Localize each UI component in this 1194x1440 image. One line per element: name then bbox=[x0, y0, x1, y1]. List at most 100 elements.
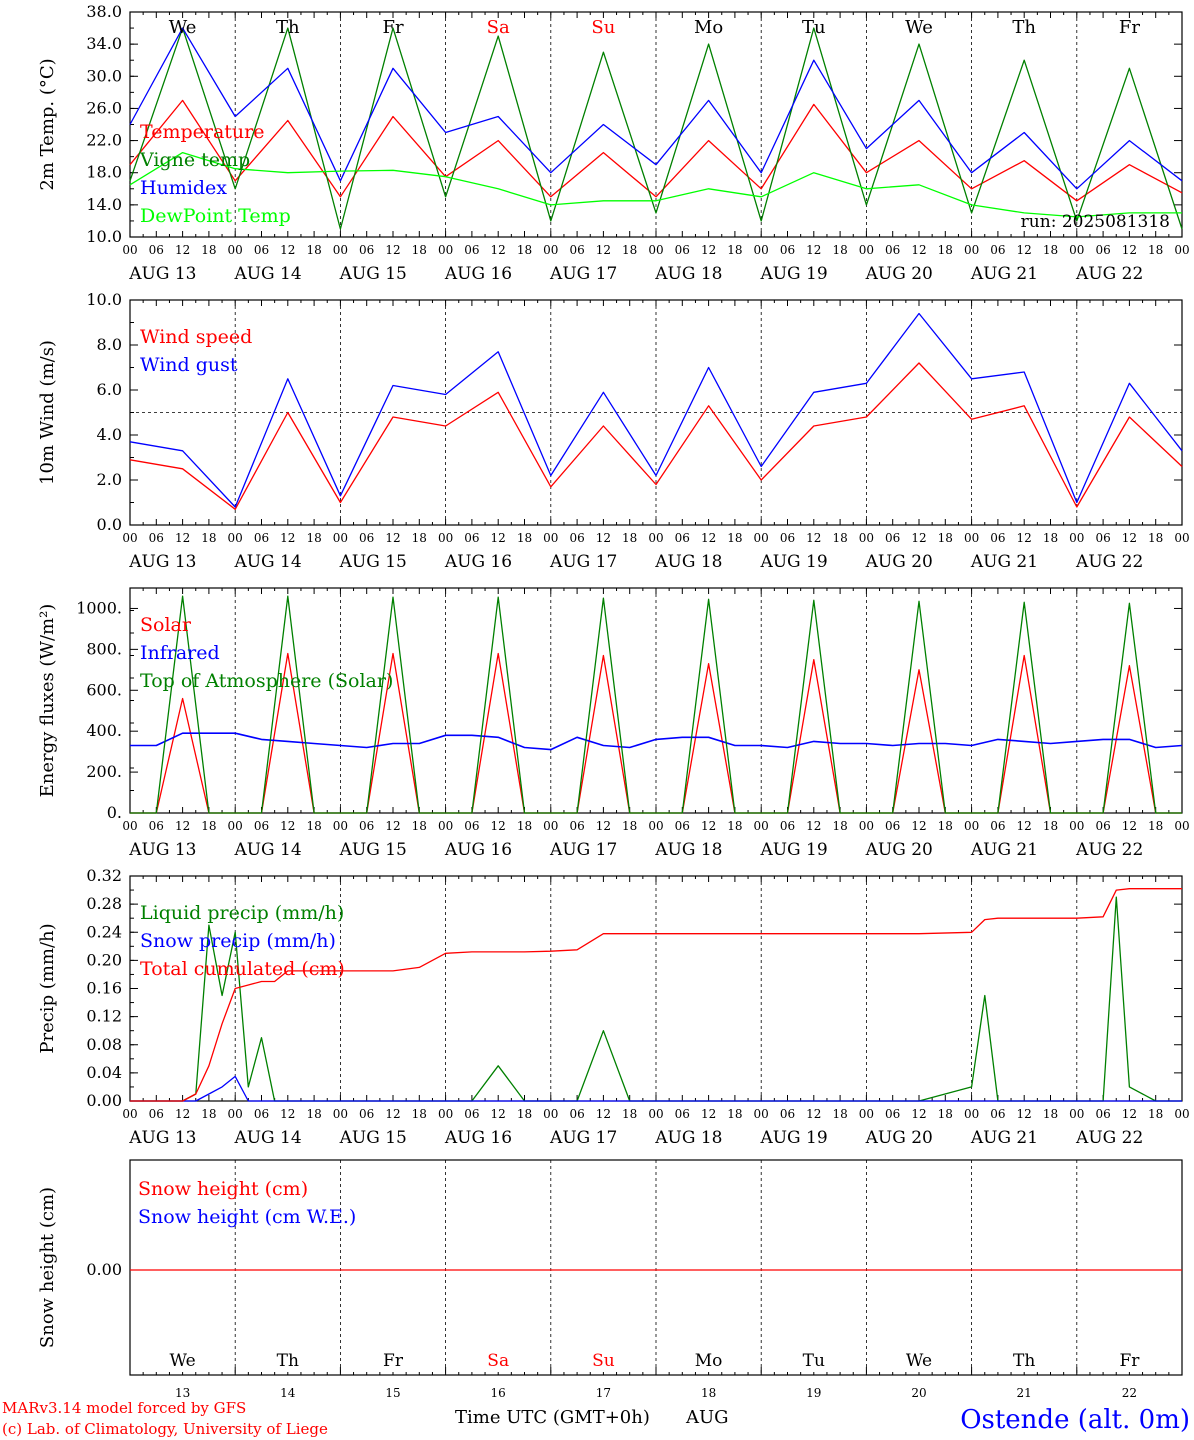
hour-tick-label: 18 bbox=[306, 819, 321, 833]
series-line-temperature bbox=[129, 99, 1183, 202]
date-number: 22 bbox=[1122, 1386, 1137, 1400]
hour-tick-label: 12 bbox=[491, 819, 506, 833]
legend-entry: Vigne temp bbox=[139, 149, 250, 171]
hour-tick-label: 00 bbox=[964, 819, 979, 833]
date-label: AUG 13 bbox=[128, 552, 196, 572]
hour-tick-label: 18 bbox=[622, 531, 637, 545]
hour-tick-label: 12 bbox=[1017, 819, 1032, 833]
hour-tick-label: 12 bbox=[280, 1107, 295, 1121]
hour-tick-label: 18 bbox=[622, 243, 637, 257]
hour-tick-label: 06 bbox=[675, 531, 690, 545]
day-name-bottom: Sa bbox=[487, 1351, 509, 1371]
hour-tick-label: 18 bbox=[517, 243, 532, 257]
hour-tick-label: 06 bbox=[780, 819, 795, 833]
hour-tick-label: 06 bbox=[149, 1107, 164, 1121]
hour-tick-label: 06 bbox=[1095, 819, 1110, 833]
date-label: AUG 20 bbox=[865, 840, 933, 860]
hour-tick-label: 00 bbox=[122, 1107, 137, 1121]
series-line-dewpoint-temp bbox=[129, 151, 1182, 218]
hour-tick-label: 12 bbox=[911, 531, 926, 545]
date-label: AUG 22 bbox=[1075, 264, 1143, 284]
hour-tick-label: 00 bbox=[333, 243, 348, 257]
y-tick-label: 4.0 bbox=[97, 425, 122, 444]
y-tick-label: 10.0 bbox=[86, 227, 122, 246]
hour-tick-label: 12 bbox=[596, 243, 611, 257]
y-tick-label: 0.04 bbox=[86, 1063, 122, 1082]
date-label: AUG 14 bbox=[233, 264, 301, 284]
hour-tick-label: 18 bbox=[201, 819, 216, 833]
date-label: AUG 17 bbox=[549, 552, 617, 572]
day-name-top: Th bbox=[1012, 17, 1036, 38]
y-tick-label: 2.0 bbox=[97, 470, 122, 489]
day-name-top: We bbox=[905, 17, 933, 38]
hour-tick-label: 00 bbox=[1069, 1107, 1084, 1121]
date-label: AUG 13 bbox=[128, 1128, 196, 1148]
hour-tick-label: 18 bbox=[832, 819, 847, 833]
date-label: AUG 20 bbox=[865, 264, 933, 284]
hour-tick-label: 06 bbox=[675, 243, 690, 257]
y-tick-label: 0.28 bbox=[86, 894, 122, 913]
series-line-wind-gust bbox=[129, 312, 1183, 508]
hour-tick-label: 06 bbox=[254, 1107, 269, 1121]
hour-tick-label: 06 bbox=[464, 819, 479, 833]
hour-tick-label: 12 bbox=[911, 1107, 926, 1121]
y-tick-label: 0.16 bbox=[86, 979, 122, 998]
hour-tick-label: 06 bbox=[780, 1107, 795, 1121]
legend-entry: Snow height (cm W.E.) bbox=[138, 1206, 356, 1228]
hour-tick-label: 00 bbox=[1174, 531, 1189, 545]
hour-tick-label: 00 bbox=[122, 819, 137, 833]
date-label: AUG 18 bbox=[654, 552, 722, 572]
hour-tick-label: 00 bbox=[1069, 243, 1084, 257]
hour-tick-label: 06 bbox=[569, 819, 584, 833]
hour-tick-label: 06 bbox=[359, 531, 374, 545]
plot-frame bbox=[129, 587, 1183, 814]
date-label: AUG 16 bbox=[444, 264, 512, 284]
hour-tick-label: 12 bbox=[911, 243, 926, 257]
hour-tick-label: 00 bbox=[648, 1107, 663, 1121]
hour-tick-label: 00 bbox=[1174, 819, 1189, 833]
hour-tick-label: 18 bbox=[938, 819, 953, 833]
hour-tick-label: 18 bbox=[1043, 819, 1058, 833]
hour-tick-label: 00 bbox=[1174, 1107, 1189, 1121]
y-tick-label: 0. bbox=[107, 803, 122, 822]
hour-tick-label: 12 bbox=[491, 243, 506, 257]
hour-tick-label: 00 bbox=[438, 1107, 453, 1121]
hour-tick-label: 18 bbox=[517, 531, 532, 545]
hour-tick-label: 12 bbox=[701, 531, 716, 545]
day-name-bottom: Fr bbox=[383, 1351, 404, 1371]
hour-tick-label: 12 bbox=[175, 1107, 190, 1121]
hour-tick-label: 18 bbox=[412, 1107, 427, 1121]
y-tick-label: 22.0 bbox=[86, 131, 122, 150]
hour-tick-label: 06 bbox=[885, 531, 900, 545]
hour-tick-label: 18 bbox=[938, 531, 953, 545]
hour-tick-label: 12 bbox=[806, 243, 821, 257]
hour-tick-label: 06 bbox=[359, 819, 374, 833]
date-label: AUG 21 bbox=[970, 552, 1038, 572]
y-axis-label: Precip (mm/h) bbox=[37, 923, 58, 1053]
hour-tick-label: 06 bbox=[569, 1107, 584, 1121]
hour-tick-label: 18 bbox=[201, 243, 216, 257]
hour-tick-label: 06 bbox=[254, 243, 269, 257]
day-name-bottom: Tu bbox=[803, 1351, 825, 1371]
hour-tick-label: 06 bbox=[990, 243, 1005, 257]
hour-tick-label: 12 bbox=[1122, 243, 1137, 257]
y-tick-label: 0.00 bbox=[86, 1260, 122, 1279]
day-name-top: Su bbox=[591, 17, 615, 38]
date-number: 15 bbox=[385, 1386, 400, 1400]
legend-entry: DewPoint Temp bbox=[140, 205, 291, 227]
hour-tick-label: 12 bbox=[280, 531, 295, 545]
series-line-total-cumulated-cm- bbox=[130, 888, 1182, 1102]
hour-tick-label: 18 bbox=[412, 531, 427, 545]
hour-tick-label: 00 bbox=[228, 243, 243, 257]
day-name-bottom: Fr bbox=[1119, 1351, 1140, 1371]
date-label: AUG 15 bbox=[339, 552, 407, 572]
hour-tick-label: 12 bbox=[1122, 1107, 1137, 1121]
hour-tick-label: 12 bbox=[596, 531, 611, 545]
series-line-infrared bbox=[130, 732, 1183, 751]
hour-tick-label: 00 bbox=[859, 243, 874, 257]
hour-tick-label: 06 bbox=[675, 819, 690, 833]
date-label: AUG 20 bbox=[865, 552, 933, 572]
date-label: AUG 19 bbox=[759, 552, 827, 572]
series-line-vigne-temp bbox=[129, 27, 1183, 230]
hour-tick-label: 12 bbox=[175, 243, 190, 257]
